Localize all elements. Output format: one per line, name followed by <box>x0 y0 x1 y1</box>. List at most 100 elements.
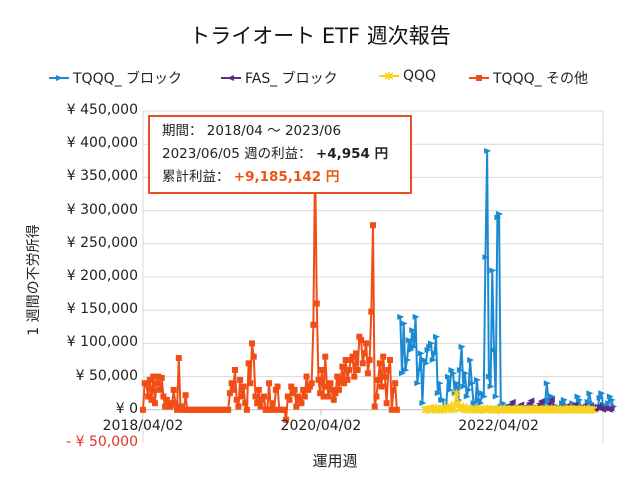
y-tick-label: ¥ 0 <box>115 400 138 417</box>
square-marker <box>252 393 259 400</box>
y-tick-label: ¥ 250,000 <box>66 234 138 251</box>
square-marker <box>283 416 290 423</box>
square-marker <box>375 376 382 383</box>
triangle-marker <box>427 340 435 347</box>
x-tick-label: 2018/04/02 <box>102 418 184 434</box>
star-marker <box>452 389 461 398</box>
square-marker <box>392 380 399 387</box>
square-marker <box>318 366 325 373</box>
square-marker <box>143 381 150 388</box>
square-marker <box>180 406 187 413</box>
star-marker <box>448 405 458 414</box>
square-marker <box>344 376 351 383</box>
legend-item: TQQQ_ ブロック <box>48 68 182 88</box>
x-tick-label: 2020/04/02 <box>280 418 362 434</box>
triangle-marker <box>463 393 471 400</box>
square-marker <box>150 373 157 380</box>
square-marker <box>378 383 385 390</box>
legend-label: TQQQ_ その他 <box>493 71 589 87</box>
square-marker <box>390 386 397 393</box>
triangle-marker <box>444 373 452 380</box>
square-marker <box>237 376 244 383</box>
square-marker <box>329 386 336 393</box>
triangle-marker <box>487 383 495 390</box>
triangle-marker <box>468 380 476 387</box>
total-line: 累計利益： +9,185,142 円 <box>162 166 410 189</box>
triangle-marker <box>433 333 441 340</box>
square-marker <box>286 396 293 403</box>
y-tick-label: ¥ 100,000 <box>66 334 138 351</box>
star-marker <box>384 72 394 80</box>
triangle-marker <box>508 398 516 405</box>
square-marker <box>376 360 383 367</box>
square-marker <box>238 393 245 400</box>
square-marker <box>267 406 274 413</box>
triangle-marker <box>436 380 444 387</box>
square-marker <box>317 390 324 397</box>
summary-box: 期間： 2018/04 ～ 2023/06 2023/06/05 週の利益： +… <box>148 115 412 194</box>
square-marker <box>284 393 291 400</box>
triangle-marker <box>434 390 442 397</box>
square-marker <box>347 357 354 363</box>
square-marker <box>163 396 170 403</box>
square-marker <box>155 373 162 380</box>
square-marker <box>335 386 342 393</box>
square-marker <box>160 393 167 400</box>
square-marker <box>346 366 353 373</box>
triangle-marker <box>429 357 437 363</box>
square-marker <box>182 392 189 399</box>
square-marker <box>354 366 361 373</box>
legend-marker-icon <box>469 75 489 81</box>
square-marker <box>259 396 266 403</box>
week-label: 2023/06/05 週の利益： <box>162 146 312 162</box>
y-tick-label: ¥ 350,000 <box>66 168 138 185</box>
triangle-marker <box>576 396 584 403</box>
period-value: 2018/04 ～ 2023/06 <box>206 123 342 139</box>
legend-marker-icon <box>49 75 69 81</box>
triangle-marker <box>527 397 535 404</box>
square-marker <box>235 403 242 410</box>
square-marker <box>363 340 370 347</box>
square-marker <box>245 360 252 367</box>
triangle-marker <box>560 396 568 403</box>
y-tick-label: ¥ 400,000 <box>66 135 138 152</box>
square-marker <box>371 403 378 410</box>
legend-marker-icon <box>221 75 241 81</box>
square-marker <box>385 366 392 373</box>
square-marker <box>148 396 155 403</box>
y-tick-label: ¥ 150,000 <box>66 301 138 318</box>
square-marker <box>320 393 327 400</box>
week-line: 2023/06/05 週の利益： +4,954 円 <box>162 143 410 166</box>
square-marker <box>151 400 158 407</box>
triangle-marker <box>56 75 63 81</box>
triangle-marker <box>422 360 430 367</box>
square-marker <box>158 374 165 381</box>
y-tick-label: ¥ 300,000 <box>66 201 138 218</box>
square-marker <box>310 321 317 328</box>
triangle-marker <box>480 393 488 400</box>
square-marker <box>281 406 288 413</box>
legend-item: FAS_ ブロック <box>220 68 338 88</box>
triangle-marker <box>409 327 417 334</box>
legend: TQQQ_ ブロック FAS_ ブロック QQQ TQQQ_ その他 <box>0 68 640 88</box>
triangle-marker <box>416 366 423 373</box>
triangle-marker <box>227 75 234 81</box>
square-marker <box>243 406 250 413</box>
square-marker <box>250 353 257 360</box>
square-marker <box>330 396 337 403</box>
triangle-marker <box>496 210 504 217</box>
legend-label: TQQQ_ ブロック <box>73 71 183 87</box>
square-marker <box>300 386 307 393</box>
x-axis-title: 運用週 <box>312 452 358 470</box>
series-line <box>399 149 615 411</box>
total-value: +9,185,142 円 <box>233 169 340 185</box>
square-marker <box>232 366 238 373</box>
triangle-marker <box>465 386 473 393</box>
triangle-marker <box>467 357 475 363</box>
square-marker <box>175 355 182 362</box>
triangle-marker <box>412 313 420 320</box>
square-marker <box>388 406 395 413</box>
square-marker <box>305 386 312 393</box>
y-tick-label: ¥ 200,000 <box>66 268 138 284</box>
